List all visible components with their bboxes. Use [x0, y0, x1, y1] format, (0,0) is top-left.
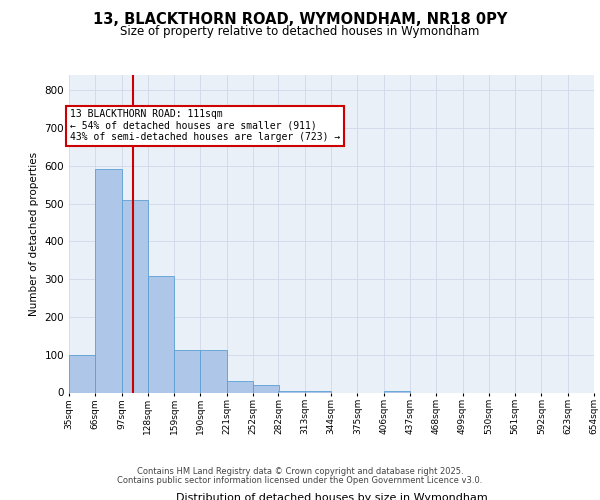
Bar [278, 390, 305, 392]
Text: 13, BLACKTHORN ROAD, WYMONDHAM, NR18 0PY: 13, BLACKTHORN ROAD, WYMONDHAM, NR18 0PY [93, 12, 507, 28]
Y-axis label: Number of detached properties: Number of detached properties [29, 152, 39, 316]
Bar [383, 390, 410, 392]
Bar [95, 170, 122, 392]
Bar [200, 350, 227, 393]
Bar [227, 381, 253, 392]
Bar [69, 354, 95, 393]
Bar [253, 385, 280, 392]
Bar [174, 350, 200, 393]
Text: Size of property relative to detached houses in Wymondham: Size of property relative to detached ho… [121, 25, 479, 38]
Bar [148, 276, 174, 392]
Text: 13 BLACKTHORN ROAD: 111sqm
← 54% of detached houses are smaller (911)
43% of sem: 13 BLACKTHORN ROAD: 111sqm ← 54% of deta… [70, 109, 340, 142]
X-axis label: Distribution of detached houses by size in Wymondham: Distribution of detached houses by size … [176, 493, 487, 500]
Bar [122, 200, 148, 392]
Text: Contains public sector information licensed under the Open Government Licence v3: Contains public sector information licen… [118, 476, 482, 485]
Text: Contains HM Land Registry data © Crown copyright and database right 2025.: Contains HM Land Registry data © Crown c… [137, 467, 463, 476]
Bar [305, 390, 331, 392]
